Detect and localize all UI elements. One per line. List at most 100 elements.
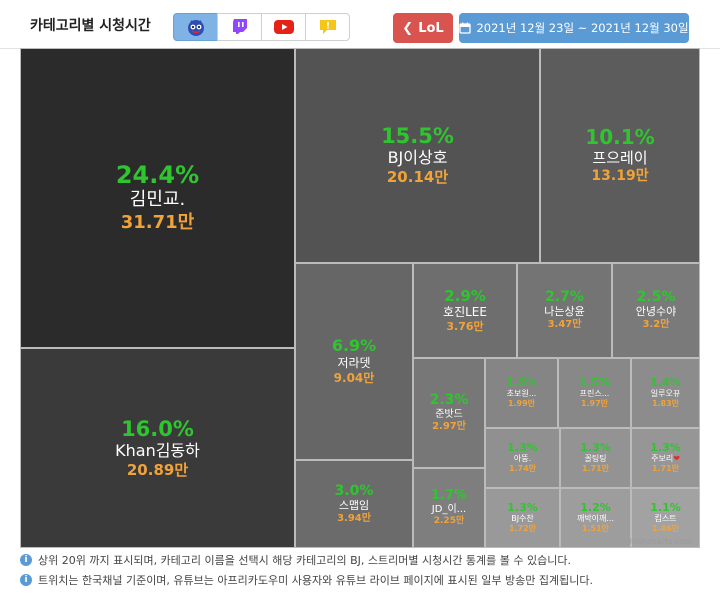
- treemap-tile[interactable]: 1.4% 일루오뀨 1.83만: [631, 358, 700, 428]
- treemap-tile[interactable]: 1.5% 프린스... 1.97만: [558, 358, 631, 428]
- tile-value: 1.97만: [580, 399, 609, 409]
- treemap-tile[interactable]: 10.1% 프으레이 13.19만: [540, 48, 700, 263]
- treemap-tile[interactable]: 1.3% 꼴팅팅 1.71만: [560, 428, 631, 488]
- tile-value: 1.71만: [651, 464, 680, 474]
- tile-value: 3.76만: [446, 319, 484, 333]
- tile-name: BJ이상호: [387, 148, 448, 168]
- back-button-label: LoL: [418, 20, 444, 36]
- treemap-tile[interactable]: 15.5% BJ이상호 20.14만: [295, 48, 540, 263]
- info-icon: i: [20, 574, 32, 586]
- tile-name: Khan김동하: [115, 440, 200, 460]
- platform-tab-youtube[interactable]: [261, 13, 306, 41]
- tile-name: 꼴팅팅: [584, 454, 607, 464]
- platform-selector: [173, 13, 350, 43]
- tile-percent: 15.5%: [381, 124, 454, 149]
- treemap-tile[interactable]: 2.9% 호진LEE 3.76만: [413, 263, 517, 358]
- treemap-tile[interactable]: 3.0% 스맵임 3.94만: [295, 460, 413, 548]
- treemap-tile[interactable]: 1.3% 아뚱. 1.74만: [485, 428, 560, 488]
- tile-percent: 1.4%: [650, 375, 681, 389]
- tile-value: 2.25만: [433, 516, 465, 527]
- treemap-tile[interactable]: 1.3% 주보리❤ 1.71만: [631, 428, 700, 488]
- tile-percent: 10.1%: [585, 124, 655, 149]
- treemap-tile[interactable]: 1.3% BJ수찬 1.72만: [485, 488, 560, 548]
- tile-value: 3.47만: [547, 319, 582, 331]
- date-range-button[interactable]: 2021년 12월 23일 ~ 2021년 12월 30일: [459, 13, 689, 43]
- tile-name: 초보원...: [506, 389, 537, 399]
- tile-percent: 1.3%: [650, 440, 681, 454]
- afreeca-mascot-icon: [187, 20, 204, 36]
- tile-value: 1.83만: [651, 399, 680, 409]
- treemap-tile[interactable]: 16.0% Khan김동하 20.89만: [20, 348, 295, 548]
- footnote-1: i 상위 20위 까지 표시되며, 카테고리 이름을 선택시 해당 카테고리의 …: [20, 550, 710, 570]
- tile-value: 1.46만: [651, 524, 680, 534]
- tile-percent: 2.9%: [444, 286, 486, 305]
- tile-value: 3.2만: [642, 319, 670, 331]
- tile-percent: 1.7%: [430, 487, 468, 503]
- treemap-tile[interactable]: 2.3% 준밧드 2.97만: [413, 358, 485, 468]
- tile-percent: 1.5%: [506, 375, 537, 389]
- platform-tab-twitch[interactable]: [217, 13, 262, 41]
- treemap-tile[interactable]: 6.9% 저라뎃 9.04만: [295, 263, 413, 460]
- date-range-label: 2021년 12월 23일 ~ 2021년 12월 30일: [476, 21, 689, 35]
- tile-percent: 6.9%: [331, 336, 377, 356]
- page-title: 카테고리별 시청시간: [30, 18, 151, 34]
- chat-bubble-icon: [319, 20, 336, 34]
- tile-percent: 1.3%: [507, 440, 538, 454]
- chart-credit: Highcharts.com: [629, 537, 692, 546]
- treemap-tile[interactable]: 1.7% JD_이... 2.25만: [413, 468, 485, 548]
- treemap-tile[interactable]: 1.1% 킴스트 1.46만: [631, 488, 700, 548]
- twitch-icon: [232, 19, 247, 34]
- tile-percent: 1.3%: [507, 500, 538, 514]
- tile-value: 1.99만: [507, 399, 536, 409]
- tile-percent: 1.3%: [580, 440, 611, 454]
- calendar-icon: [459, 22, 472, 34]
- treemap-tile[interactable]: 24.4% 김민교. 31.71만: [20, 48, 295, 348]
- tile-name: 킴스트: [654, 514, 677, 524]
- tile-name: 스맵임: [338, 498, 370, 512]
- chevron-left-icon: ❮: [402, 20, 414, 36]
- tile-value: 2.97만: [432, 421, 466, 433]
- treemap-tile[interactable]: 1.5% 초보원... 1.99만: [485, 358, 558, 428]
- treemap-chart: 24.4% 김민교. 31.71만 16.0% Khan김동하 20.89만 15.5% BJ…: [20, 48, 700, 548]
- header-bar: 카테고리별 시청시간: [0, 0, 720, 49]
- tile-value: 20.89만: [126, 460, 189, 479]
- youtube-icon: [273, 20, 294, 34]
- tile-name: 아뚱.: [513, 454, 532, 464]
- tile-name: 주보리❤: [651, 454, 680, 464]
- tile-name: 준밧드: [435, 408, 463, 420]
- tile-value: 1.71만: [581, 464, 610, 474]
- info-icon: i: [20, 554, 32, 566]
- tile-value: 1.51만: [581, 524, 610, 534]
- treemap-tile[interactable]: 2.5% 안녕수야 3.2만: [612, 263, 700, 358]
- platform-tab-chat[interactable]: [305, 13, 350, 41]
- tile-value: 1.72만: [508, 524, 537, 534]
- tile-name: 김민교.: [129, 189, 186, 211]
- tile-name: BJ수찬: [511, 514, 534, 524]
- tile-name: 나는상윤: [544, 305, 585, 319]
- tile-name: 안녕수야: [635, 305, 677, 319]
- tile-name: 저라뎃: [337, 355, 371, 370]
- footnote-text: 트위치는 한국채널 기준이며, 유튜브는 아프리카도우미 사용자와 유튜브 라이…: [38, 574, 593, 587]
- tile-percent: 24.4%: [115, 160, 200, 189]
- tile-value: 20.14만: [386, 168, 449, 187]
- tile-percent: 1.1%: [650, 500, 681, 514]
- tile-percent: 2.7%: [545, 289, 584, 306]
- tile-name: 깨박이깨...: [576, 514, 615, 524]
- tile-name: 프린스...: [579, 389, 610, 399]
- tile-value: 31.71만: [120, 211, 195, 233]
- tile-percent: 2.3%: [429, 392, 469, 409]
- tile-value: 13.19만: [591, 167, 649, 184]
- tile-name: 프으레이: [592, 148, 648, 167]
- treemap-tile[interactable]: 2.7% 나는상윤 3.47만: [517, 263, 612, 358]
- tile-value: 3.94만: [337, 512, 371, 524]
- platform-tab-afreecatv[interactable]: [173, 13, 218, 41]
- tile-percent: 1.2%: [580, 500, 611, 514]
- treemap-tile[interactable]: 1.2% 깨박이깨... 1.51만: [560, 488, 631, 548]
- footnotes: i 상위 20위 까지 표시되며, 카테고리 이름을 선택시 해당 카테고리의 …: [20, 550, 710, 590]
- tile-name: JD_이...: [431, 503, 467, 515]
- heart-icon: ❤: [673, 454, 680, 464]
- tile-name: 호진LEE: [443, 304, 487, 319]
- tile-value: 9.04만: [333, 370, 375, 385]
- back-to-lol-button[interactable]: ❮ LoL: [393, 13, 453, 43]
- footnote-2: i 트위치는 한국채널 기준이며, 유튜브는 아프리카도우미 사용자와 유튜브 …: [20, 570, 710, 590]
